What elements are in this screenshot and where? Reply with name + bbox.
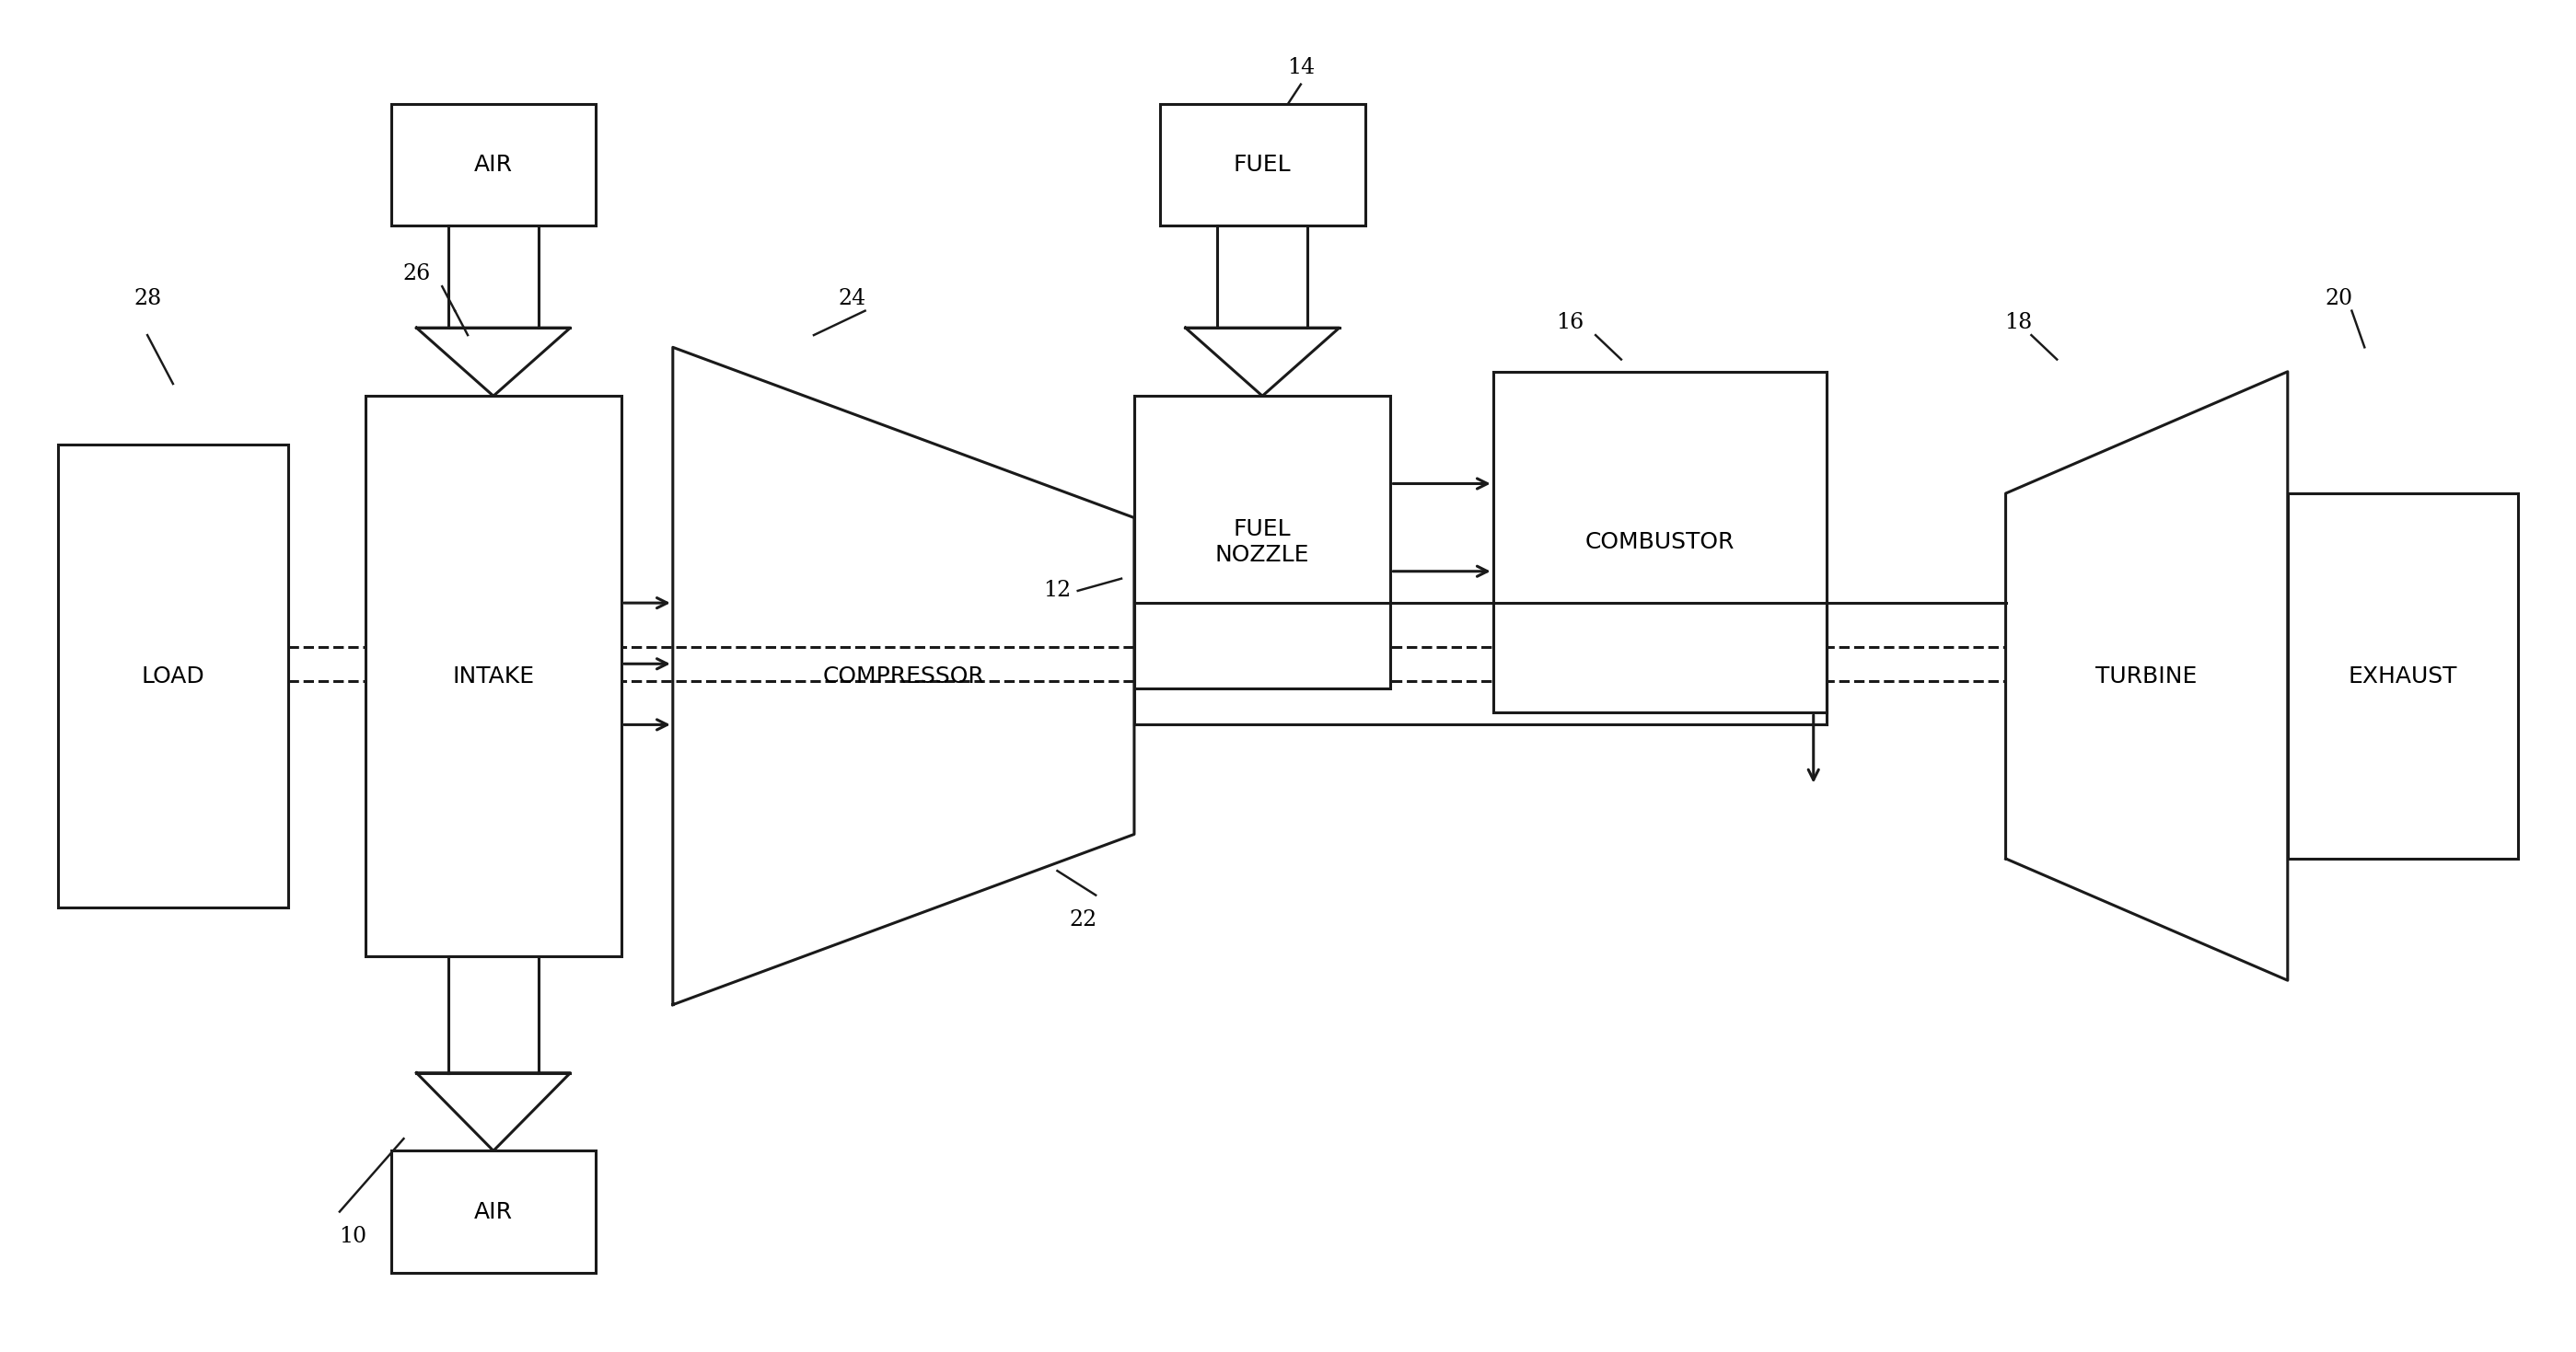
Polygon shape <box>448 956 538 1073</box>
Text: FUEL: FUEL <box>1234 154 1291 176</box>
Polygon shape <box>2007 372 2287 980</box>
Text: 28: 28 <box>134 288 162 310</box>
Text: COMBUSTOR: COMBUSTOR <box>1584 531 1734 553</box>
Polygon shape <box>1218 226 1306 327</box>
Polygon shape <box>448 226 538 327</box>
Text: 16: 16 <box>1556 312 1584 334</box>
Bar <box>392 104 595 226</box>
Polygon shape <box>417 327 569 396</box>
Text: INTAKE: INTAKE <box>453 665 533 687</box>
Text: AIR: AIR <box>474 1201 513 1222</box>
Text: 14: 14 <box>1288 57 1314 78</box>
Bar <box>2287 493 2519 859</box>
Text: 26: 26 <box>402 264 430 285</box>
Bar <box>392 1151 595 1272</box>
Polygon shape <box>417 1073 569 1151</box>
Text: FUEL
NOZZLE: FUEL NOZZLE <box>1216 518 1309 566</box>
Text: 10: 10 <box>337 1225 366 1247</box>
Text: LOAD: LOAD <box>142 665 204 687</box>
Bar <box>1159 104 1365 226</box>
Bar <box>366 396 621 956</box>
Text: 12: 12 <box>1043 580 1072 602</box>
Text: TURBINE: TURBINE <box>2097 665 2197 687</box>
Text: 24: 24 <box>837 288 866 310</box>
Text: EXHAUST: EXHAUST <box>2349 665 2458 687</box>
Text: 20: 20 <box>2326 288 2352 310</box>
Text: AIR: AIR <box>474 154 513 176</box>
Polygon shape <box>1185 327 1340 396</box>
Bar <box>57 445 289 907</box>
Bar <box>1133 396 1391 688</box>
Text: COMPRESSOR: COMPRESSOR <box>822 665 984 687</box>
Polygon shape <box>672 347 1133 1005</box>
Text: 18: 18 <box>2004 312 2032 334</box>
Text: 22: 22 <box>1069 909 1097 930</box>
Bar <box>1494 372 1826 713</box>
